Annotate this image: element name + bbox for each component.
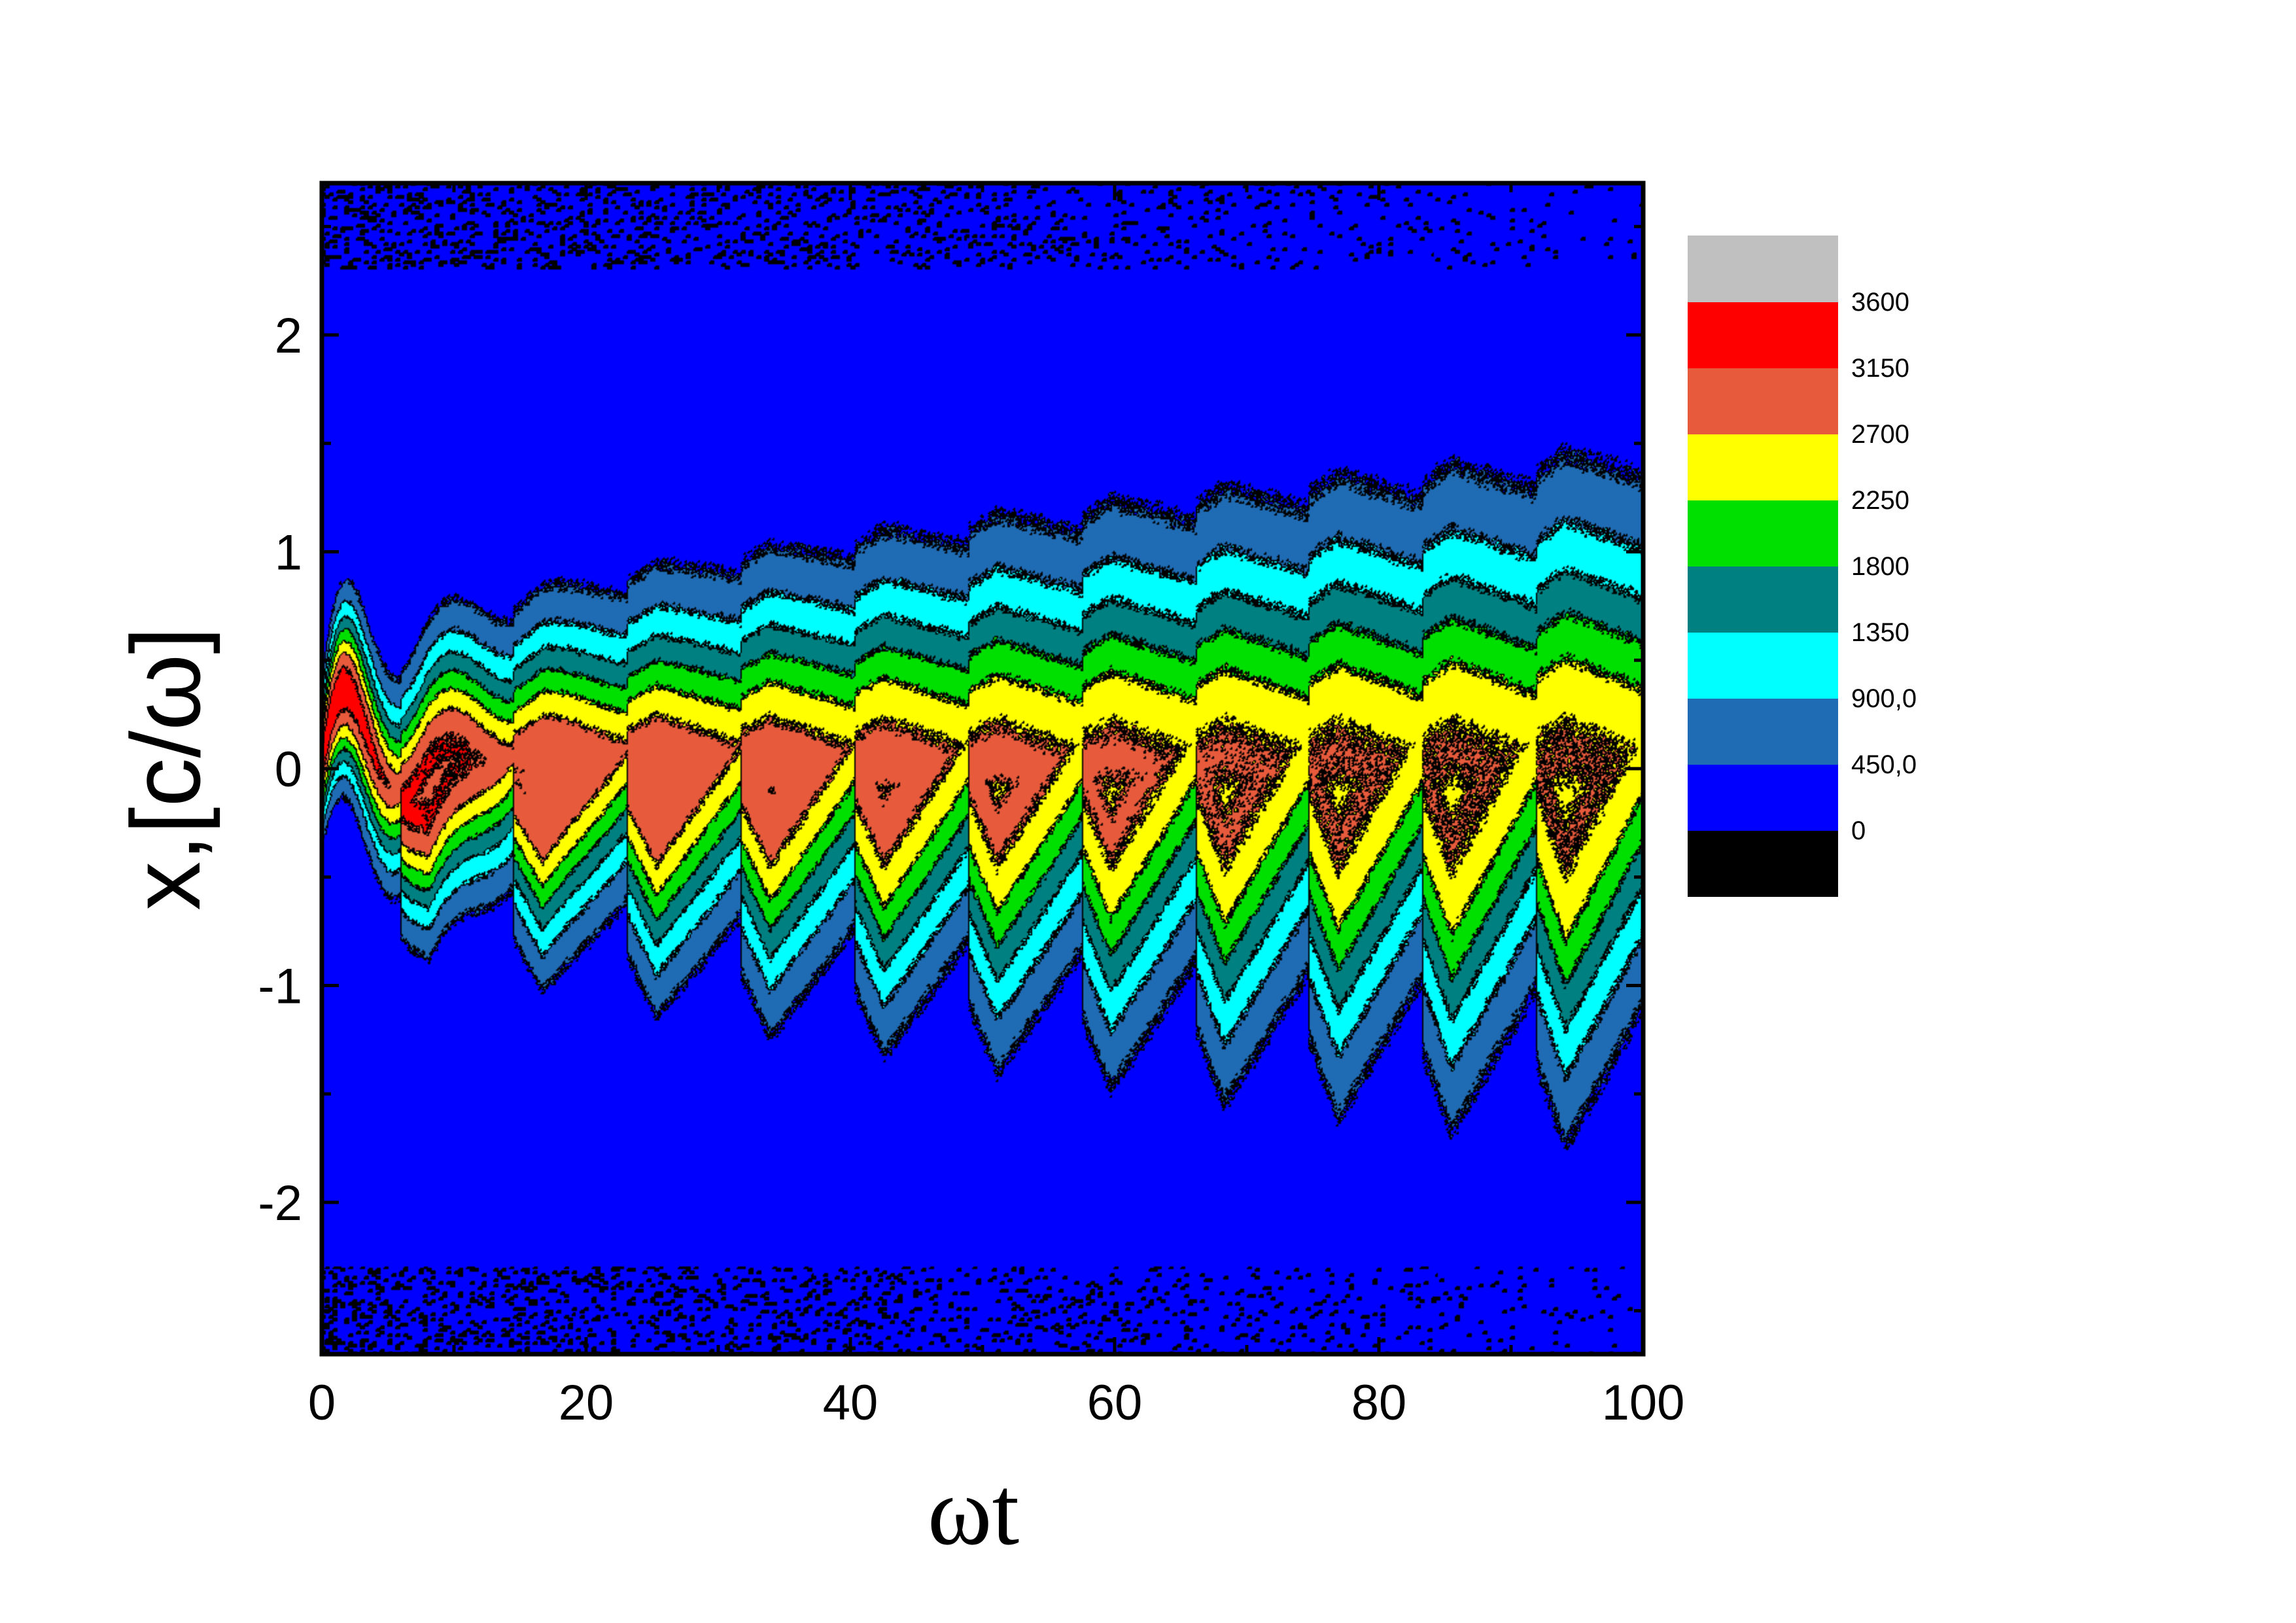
y-tick-label: 1 xyxy=(275,525,302,581)
legend-label: 3150 xyxy=(1851,354,1909,383)
x-tick-label: 0 xyxy=(308,1375,336,1431)
x-axis-tick-labels: 0 20 40 60 80 100 xyxy=(308,1375,1685,1431)
legend-swatch xyxy=(1688,764,1838,831)
legend-swatch xyxy=(1688,698,1838,765)
legend-label: 1350 xyxy=(1851,618,1909,647)
x-tick-label: 80 xyxy=(1351,1375,1407,1431)
legend-swatch xyxy=(1688,632,1838,699)
y-tick-label: 0 xyxy=(275,742,302,797)
y-axis-tick-labels: -2 -1 0 1 2 xyxy=(258,308,302,1231)
plot-area xyxy=(322,183,1643,1354)
legend-label: 900,0 xyxy=(1851,684,1917,713)
legend-swatch xyxy=(1688,500,1838,567)
legend-swatch xyxy=(1688,830,1838,897)
y-tick-label: -2 xyxy=(258,1176,302,1231)
x-axis-title: ωt xyxy=(928,1457,1019,1565)
legend-label: 2700 xyxy=(1851,420,1909,449)
legend-swatch xyxy=(1688,434,1838,500)
legend-label: 1800 xyxy=(1851,552,1909,581)
y-tick-label: -1 xyxy=(258,958,302,1014)
x-tick-label: 100 xyxy=(1602,1375,1685,1431)
legend-swatch xyxy=(1688,302,1838,368)
x-tick-label: 60 xyxy=(1087,1375,1143,1431)
y-axis-title: x,[c/ω] xyxy=(111,627,220,911)
legend-swatch xyxy=(1688,236,1838,302)
legend-swatch xyxy=(1688,566,1838,633)
contour-heatmap xyxy=(322,183,1643,1354)
x-tick-label: 40 xyxy=(823,1375,878,1431)
y-axis-ticks xyxy=(322,224,1643,1313)
legend-label: 0 xyxy=(1851,816,1866,845)
x-axis-ticks xyxy=(320,183,1645,1354)
legend-label: 450,0 xyxy=(1851,750,1917,779)
legend-swatch xyxy=(1688,368,1838,434)
x-tick-label: 20 xyxy=(559,1375,614,1431)
color-legend: 0 450,0 900,0 1350 1800 2250 2700 3150 3600 xyxy=(1688,236,1917,897)
legend-label: 3600 xyxy=(1851,288,1909,317)
legend-label: 2250 xyxy=(1851,486,1909,515)
y-tick-label: 2 xyxy=(275,308,302,364)
